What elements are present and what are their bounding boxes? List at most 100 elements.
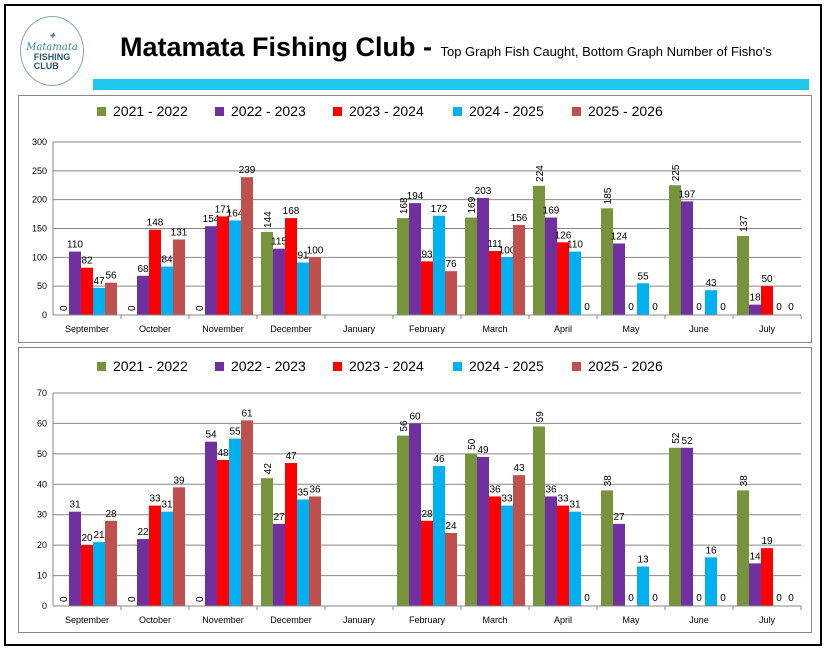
data-label: 33: [501, 494, 513, 505]
bar: [465, 453, 477, 606]
bar: [297, 499, 309, 606]
data-label: 126: [555, 230, 572, 241]
bar: [149, 505, 161, 606]
accent-bar: [93, 79, 809, 90]
data-label: 36: [545, 484, 557, 495]
x-tick-label: December: [270, 615, 312, 625]
data-label: 144: [263, 211, 274, 228]
data-label: 20: [81, 533, 93, 544]
x-tick-label: March: [482, 615, 507, 625]
legend-swatch: [97, 107, 106, 116]
bar: [421, 520, 433, 606]
data-label: 0: [720, 302, 726, 313]
bar: [737, 490, 749, 606]
data-label: 28: [105, 509, 117, 520]
fish-caught-chart: 2021 - 2022 2022 - 2023 2023 - 2024 2024 - …: [32, 103, 802, 334]
page-title: Matamata Fishing Club - Top Graph Fish C…: [120, 32, 772, 63]
data-label: 52: [671, 432, 682, 444]
bar: [501, 257, 513, 315]
y-tick-label: 0: [42, 310, 47, 320]
data-label: 0: [788, 302, 794, 313]
legend-swatch: [453, 362, 462, 371]
bar: [93, 287, 105, 315]
legend-label: 2024 - 2025: [469, 103, 544, 119]
data-label: 16: [705, 545, 717, 556]
y-tick-label: 60: [37, 418, 47, 428]
legend-label: 2023 - 2024: [349, 358, 424, 374]
data-label: 0: [776, 593, 782, 604]
bar: [557, 505, 569, 606]
data-label: 31: [69, 500, 81, 511]
bar: [761, 286, 773, 315]
x-tick-label: September: [65, 324, 109, 334]
bar: [445, 271, 457, 315]
y-tick-label: 200: [32, 195, 47, 205]
bar: [705, 557, 717, 606]
data-label: 0: [696, 593, 702, 604]
fishos-chart: 2021 - 2022 2022 - 2023 2023 - 2024 2024 - …: [37, 358, 802, 625]
data-label: 33: [149, 494, 161, 505]
data-label: 60: [409, 411, 421, 422]
x-tick-label: September: [65, 615, 109, 625]
legend-label: 2021 - 2022: [113, 103, 188, 119]
legend-swatch: [453, 107, 462, 116]
data-label: 82: [81, 256, 93, 267]
data-label: 47: [93, 276, 105, 287]
data-label: 0: [195, 596, 206, 602]
legend-swatch: [215, 107, 224, 116]
bar: [613, 523, 625, 606]
data-label: 46: [433, 454, 445, 465]
data-label: 0: [696, 302, 702, 313]
y-tick-label: 50: [37, 281, 47, 291]
data-label: 111: [487, 239, 503, 250]
data-label: 115: [271, 237, 287, 248]
data-label: 0: [584, 593, 590, 604]
bar: [229, 220, 241, 315]
bar: [445, 532, 457, 606]
data-label: 93: [421, 249, 433, 260]
data-label: 38: [603, 475, 614, 487]
club-logo: ✦ Matamata FISHING CLUB: [20, 16, 84, 86]
x-tick-label: July: [759, 324, 776, 334]
bar: [261, 478, 273, 606]
data-label: 68: [137, 264, 149, 275]
bar: [309, 257, 321, 315]
data-label: 18: [749, 293, 761, 304]
x-tick-label: February: [409, 324, 446, 334]
bar: [569, 251, 581, 315]
bar: [285, 462, 297, 606]
data-label: 49: [477, 445, 489, 456]
x-tick-label: April: [554, 324, 572, 334]
data-label: 0: [628, 593, 634, 604]
y-tick-label: 300: [32, 137, 47, 147]
bar: [161, 511, 173, 606]
data-label: 137: [739, 215, 750, 232]
x-tick-label: November: [202, 324, 244, 334]
bar: [705, 290, 717, 315]
bar: [601, 208, 613, 315]
data-label: 50: [467, 438, 478, 450]
bar: [749, 304, 761, 315]
bar: [465, 217, 477, 315]
data-label: 110: [67, 240, 83, 251]
y-tick-label: 250: [32, 166, 47, 176]
fishos-chart-panel: 2021 - 2022 2022 - 2023 2023 - 2024 2024 - …: [18, 347, 812, 633]
data-label: 154: [203, 214, 220, 225]
bar: [569, 511, 581, 606]
x-tick-label: December: [270, 324, 312, 334]
bar: [533, 185, 545, 315]
bar: [137, 539, 149, 606]
bar: [241, 177, 253, 315]
data-label: 168: [399, 197, 410, 214]
bar: [297, 262, 309, 315]
bar: [161, 266, 173, 315]
bar: [749, 563, 761, 606]
y-tick-label: 70: [37, 388, 47, 398]
y-tick-label: 30: [37, 510, 47, 520]
bar: [173, 239, 185, 315]
data-label: 0: [127, 596, 138, 602]
data-label: 110: [567, 240, 583, 251]
bar: [273, 523, 285, 606]
data-label: 100: [499, 245, 516, 256]
x-tick-label: January: [343, 615, 376, 625]
